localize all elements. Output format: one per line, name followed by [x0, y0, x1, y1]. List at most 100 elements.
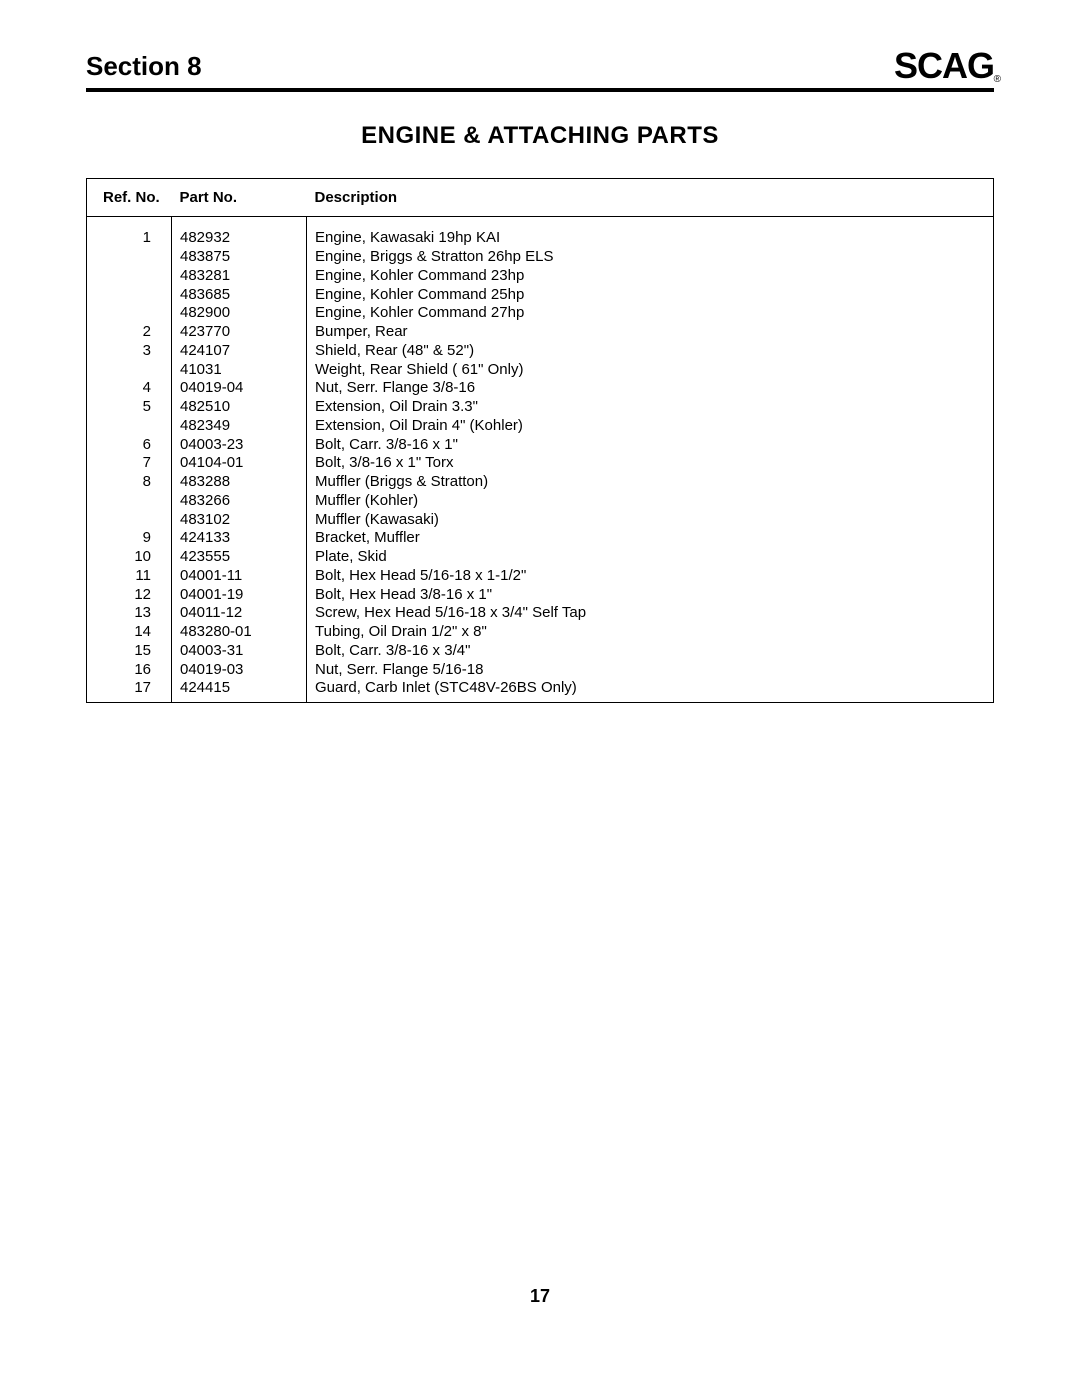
cell-ref-no: 8	[87, 473, 172, 492]
cell-ref-no	[87, 286, 172, 305]
cell-part-no: 04019-04	[172, 379, 307, 398]
cell-part-no: 424133	[172, 529, 307, 548]
registered-mark: ®	[994, 75, 1000, 84]
cell-description: Bumper, Rear	[307, 323, 994, 342]
cell-part-no: 482900	[172, 304, 307, 323]
cell-description: Engine, Kawasaki 19hp KAI	[307, 217, 994, 248]
page-title: ENGINE & ATTACHING PARTS	[86, 122, 994, 150]
cell-description: Plate, Skid	[307, 548, 994, 567]
cell-description: Muffler (Kohler)	[307, 492, 994, 511]
cell-ref-no	[87, 511, 172, 530]
cell-part-no: 423770	[172, 323, 307, 342]
cell-part-no: 04003-31	[172, 642, 307, 661]
cell-part-no: 482932	[172, 217, 307, 248]
section-label: Section 8	[86, 51, 202, 82]
cell-ref-no: 16	[87, 661, 172, 680]
brand-logo: SCAG ®	[894, 50, 994, 82]
cell-description: Shield, Rear (48" & 52")	[307, 342, 994, 361]
table-row: 9424133Bracket, Muffler	[87, 529, 994, 548]
table-row: 1482932Engine, Kawasaki 19hp KAI	[87, 217, 994, 248]
cell-description: Muffler (Kawasaki)	[307, 511, 994, 530]
table-row: 482349Extension, Oil Drain 4" (Kohler)	[87, 417, 994, 436]
cell-description: Tubing, Oil Drain 1/2" x 8"	[307, 623, 994, 642]
table-row: 1104001-11Bolt, Hex Head 5/16-18 x 1-1/2…	[87, 567, 994, 586]
cell-part-no: 483288	[172, 473, 307, 492]
cell-ref-no: 10	[87, 548, 172, 567]
cell-ref-no	[87, 492, 172, 511]
cell-part-no: 04001-11	[172, 567, 307, 586]
column-header-part: Part No.	[172, 179, 307, 217]
parts-table: Ref. No. Part No. Description 1482932Eng…	[86, 178, 994, 703]
cell-part-no: 483281	[172, 267, 307, 286]
cell-ref-no: 2	[87, 323, 172, 342]
cell-part-no: 41031	[172, 361, 307, 380]
cell-description: Engine, Briggs & Stratton 26hp ELS	[307, 248, 994, 267]
table-row: 1304011-12Screw, Hex Head 5/16-18 x 3/4"…	[87, 604, 994, 623]
cell-description: Muffler (Briggs & Stratton)	[307, 473, 994, 492]
column-header-ref: Ref. No.	[87, 179, 172, 217]
table-row: 483102Muffler (Kawasaki)	[87, 511, 994, 530]
cell-part-no: 482349	[172, 417, 307, 436]
cell-part-no: 483685	[172, 286, 307, 305]
table-row: 1504003-31Bolt, Carr. 3/8-16 x 3/4"	[87, 642, 994, 661]
cell-ref-no: 17	[87, 679, 172, 702]
logo-text: SCAG	[894, 45, 994, 86]
cell-ref-no: 13	[87, 604, 172, 623]
cell-description: Bolt, 3/8-16 x 1" Torx	[307, 454, 994, 473]
table-row: 404019-04Nut, Serr. Flange 3/8-16	[87, 379, 994, 398]
table-row: 14483280-01Tubing, Oil Drain 1/2" x 8"	[87, 623, 994, 642]
cell-ref-no: 4	[87, 379, 172, 398]
cell-ref-no	[87, 304, 172, 323]
cell-ref-no	[87, 361, 172, 380]
cell-description: Extension, Oil Drain 3.3"	[307, 398, 994, 417]
cell-description: Guard, Carb Inlet (STC48V-26BS Only)	[307, 679, 994, 702]
table-row: 1204001-19Bolt, Hex Head 3/8-16 x 1"	[87, 586, 994, 605]
cell-ref-no: 3	[87, 342, 172, 361]
cell-ref-no	[87, 267, 172, 286]
cell-description: Bolt, Hex Head 5/16-18 x 1-1/2"	[307, 567, 994, 586]
cell-part-no: 483102	[172, 511, 307, 530]
cell-part-no: 04019-03	[172, 661, 307, 680]
cell-part-no: 04104-01	[172, 454, 307, 473]
cell-part-no: 424415	[172, 679, 307, 702]
cell-ref-no	[87, 417, 172, 436]
table-row: 1604019-03Nut, Serr. Flange 5/16-18	[87, 661, 994, 680]
cell-description: Bolt, Carr. 3/8-16 x 1"	[307, 436, 994, 455]
cell-part-no: 482510	[172, 398, 307, 417]
cell-part-no: 423555	[172, 548, 307, 567]
cell-description: Screw, Hex Head 5/16-18 x 3/4" Self Tap	[307, 604, 994, 623]
cell-description: Extension, Oil Drain 4" (Kohler)	[307, 417, 994, 436]
table-row: 483281Engine, Kohler Command 23hp	[87, 267, 994, 286]
cell-description: Bolt, Carr. 3/8-16 x 3/4"	[307, 642, 994, 661]
table-row: 17424415Guard, Carb Inlet (STC48V-26BS O…	[87, 679, 994, 702]
table-row: 8483288Muffler (Briggs & Stratton)	[87, 473, 994, 492]
cell-description: Bracket, Muffler	[307, 529, 994, 548]
table-row: 5482510Extension, Oil Drain 3.3"	[87, 398, 994, 417]
table-row: 483875Engine, Briggs & Stratton 26hp ELS	[87, 248, 994, 267]
cell-description: Weight, Rear Shield ( 61" Only)	[307, 361, 994, 380]
cell-ref-no: 14	[87, 623, 172, 642]
cell-part-no: 04003-23	[172, 436, 307, 455]
table-row: 3424107Shield, Rear (48" & 52")	[87, 342, 994, 361]
column-header-desc: Description	[307, 179, 994, 217]
cell-ref-no: 5	[87, 398, 172, 417]
page-number: 17	[0, 1286, 1080, 1307]
cell-ref-no: 15	[87, 642, 172, 661]
cell-description: Nut, Serr. Flange 5/16-18	[307, 661, 994, 680]
table-header-row: Ref. No. Part No. Description	[87, 179, 994, 217]
cell-ref-no: 7	[87, 454, 172, 473]
cell-part-no: 04011-12	[172, 604, 307, 623]
cell-description: Nut, Serr. Flange 3/8-16	[307, 379, 994, 398]
cell-ref-no: 1	[87, 217, 172, 248]
cell-ref-no: 11	[87, 567, 172, 586]
cell-ref-no	[87, 248, 172, 267]
table-row: 2423770Bumper, Rear	[87, 323, 994, 342]
table-row: 483685Engine, Kohler Command 25hp	[87, 286, 994, 305]
table-row: 482900Engine, Kohler Command 27hp	[87, 304, 994, 323]
cell-part-no: 483875	[172, 248, 307, 267]
cell-part-no: 424107	[172, 342, 307, 361]
cell-ref-no: 12	[87, 586, 172, 605]
cell-part-no: 04001-19	[172, 586, 307, 605]
cell-description: Engine, Kohler Command 23hp	[307, 267, 994, 286]
cell-description: Engine, Kohler Command 25hp	[307, 286, 994, 305]
